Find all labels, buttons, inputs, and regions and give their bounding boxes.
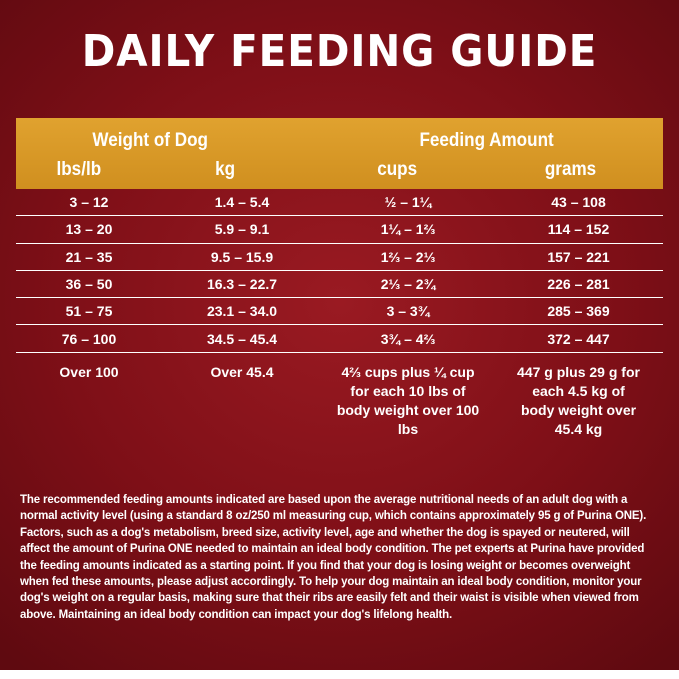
table-row: 21 – 35 9.5 – 15.9 1⅔ – 2⅓ 157 – 221 — [16, 244, 663, 271]
cell-lbs: Over 100 — [59, 364, 119, 380]
cell-grams: 226 – 281 — [547, 276, 610, 293]
cell-cups: 2⅓ – 2¾ — [380, 276, 436, 293]
table-row: 51 – 75 23.1 – 34.0 3 – 3¾ 285 – 369 — [16, 298, 663, 326]
cell-cups: 3¾ – 4⅔ — [380, 330, 436, 347]
cell-lbs: 76 – 100 — [61, 330, 117, 347]
column-header-lbs: lbs/lb — [56, 159, 102, 180]
cell-kg: 16.3 – 22.7 — [206, 276, 278, 293]
cell-lbs: 3 – 12 — [69, 194, 109, 211]
column-header-kg: kg — [215, 159, 236, 180]
cell-cups: ½ – 1¼ — [384, 194, 432, 211]
table-row: 76 – 100 34.5 – 45.4 3¾ – 4⅔ 372 – 447 — [16, 325, 663, 353]
cell-grams: 372 – 447 — [547, 330, 610, 347]
table-header: Weight of Dog Feeding Amount lbs/lb kg c… — [16, 118, 663, 189]
cell-lbs: 51 – 75 — [65, 303, 113, 320]
column-header-grams: grams — [544, 159, 597, 180]
cell-kg: 23.1 – 34.0 — [206, 303, 278, 320]
feeding-disclaimer-paragraph: The recommended feeding amounts indicate… — [20, 494, 647, 621]
cell-kg: 34.5 – 45.4 — [206, 330, 278, 347]
cell-cups: 3 – 3¾ — [386, 303, 430, 320]
cell-cups: 4⅔ cups plus ¼ cup for each 10 lbs of bo… — [336, 364, 480, 437]
cell-kg: 9.5 – 15.9 — [210, 248, 274, 265]
cell-kg: 1.4 – 5.4 — [214, 194, 270, 211]
amount-group-header: Feeding Amount — [419, 130, 554, 151]
cell-grams: 157 – 221 — [547, 248, 610, 265]
cell-lbs: 13 – 20 — [65, 221, 113, 238]
feeding-table: 3 – 12 1.4 – 5.4 ½ – 1¼ 43 – 108 13 – 20… — [16, 189, 663, 353]
cell-lbs: 21 – 35 — [65, 248, 113, 265]
cell-grams: 285 – 369 — [547, 303, 610, 320]
cell-kg: 5.9 – 9.1 — [214, 221, 270, 238]
cell-grams: 447 g plus 29 g for each 4.5 kg of body … — [517, 364, 640, 437]
cell-kg: Over 45.4 — [210, 364, 274, 380]
table-row: 3 – 12 1.4 – 5.4 ½ – 1¼ 43 – 108 — [16, 189, 663, 217]
cell-lbs: 36 – 50 — [65, 276, 113, 293]
column-header-cups: cups — [377, 159, 418, 180]
cell-cups: 1⅔ – 2⅓ — [380, 248, 436, 265]
cell-cups: 1¼ – 1⅔ — [380, 221, 436, 238]
table-row: 36 – 50 16.3 – 22.7 2⅓ – 2¾ 226 – 281 — [16, 271, 663, 299]
cell-grams: 43 – 108 — [551, 194, 606, 211]
page-title: DAILY FEEDING GUIDE — [81, 26, 598, 77]
table-row: 13 – 20 5.9 – 9.1 1¼ – 1⅔ 114 – 152 — [16, 216, 663, 244]
weight-group-header: Weight of Dog — [92, 130, 208, 151]
table-row-over-100: Over 100 Over 45.4 4⅔ cups plus ¼ cup fo… — [16, 363, 663, 437]
cell-grams: 114 – 152 — [547, 221, 610, 238]
